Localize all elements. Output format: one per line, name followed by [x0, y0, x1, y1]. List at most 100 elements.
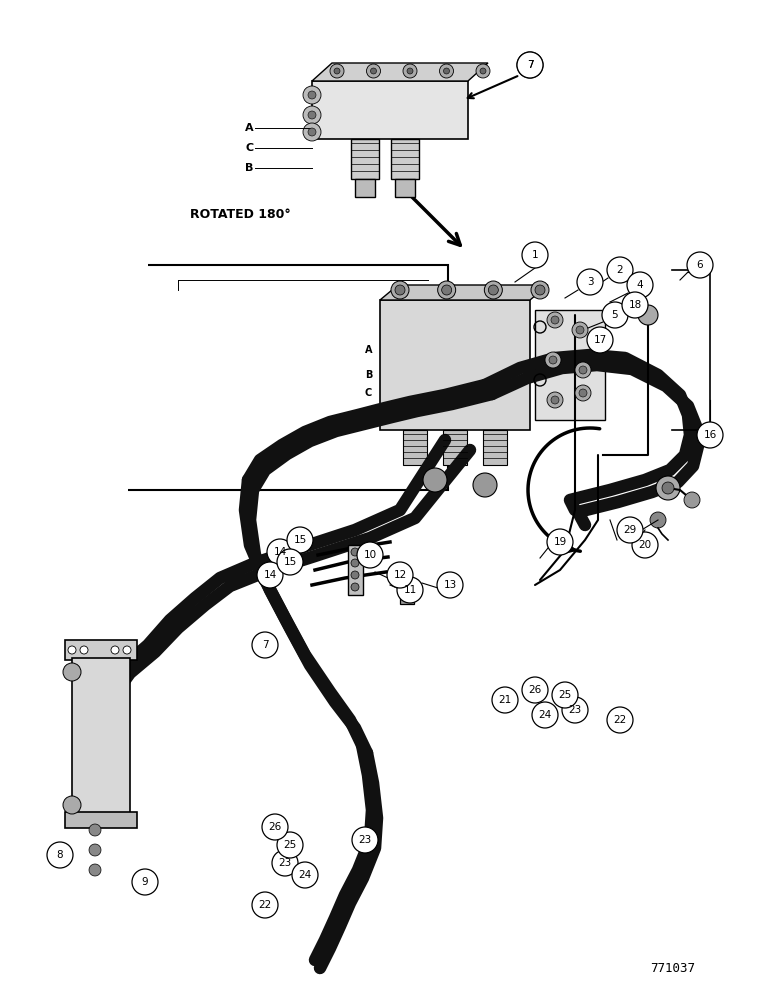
Circle shape: [89, 824, 101, 836]
Text: 10: 10: [364, 550, 377, 560]
Text: A: A: [245, 123, 254, 133]
Text: B: B: [245, 163, 253, 173]
Circle shape: [522, 242, 548, 268]
Circle shape: [607, 257, 633, 283]
Circle shape: [473, 473, 497, 497]
Circle shape: [517, 52, 543, 78]
Circle shape: [551, 396, 559, 404]
Text: 26: 26: [528, 685, 542, 695]
Circle shape: [262, 814, 288, 840]
Circle shape: [395, 285, 405, 295]
Circle shape: [80, 646, 88, 654]
Circle shape: [551, 316, 559, 324]
Text: 2: 2: [617, 265, 623, 275]
Circle shape: [442, 285, 452, 295]
Text: 11: 11: [404, 585, 417, 595]
Text: 14: 14: [263, 570, 276, 580]
Circle shape: [617, 517, 643, 543]
Circle shape: [687, 252, 713, 278]
Text: 12: 12: [394, 570, 407, 580]
Circle shape: [303, 106, 321, 124]
Text: 15: 15: [283, 557, 296, 567]
Circle shape: [587, 327, 613, 353]
Circle shape: [308, 111, 316, 119]
Circle shape: [357, 542, 383, 568]
Circle shape: [627, 272, 653, 298]
Text: 25: 25: [283, 840, 296, 850]
Circle shape: [662, 482, 674, 494]
Text: 20: 20: [638, 540, 652, 550]
Circle shape: [277, 549, 303, 575]
Circle shape: [545, 352, 561, 368]
Text: 9: 9: [142, 877, 148, 887]
Text: 26: 26: [269, 822, 282, 832]
Circle shape: [656, 476, 680, 500]
Circle shape: [476, 64, 490, 78]
Text: 15: 15: [293, 535, 306, 545]
Circle shape: [272, 850, 298, 876]
Circle shape: [330, 64, 344, 78]
Circle shape: [303, 123, 321, 141]
Polygon shape: [312, 63, 488, 81]
Circle shape: [579, 366, 587, 374]
Circle shape: [287, 527, 313, 553]
Text: 7: 7: [527, 60, 533, 70]
Circle shape: [517, 52, 543, 78]
Circle shape: [484, 281, 503, 299]
Circle shape: [407, 68, 413, 74]
Circle shape: [535, 285, 545, 295]
Text: 3: 3: [587, 277, 594, 287]
Circle shape: [257, 562, 283, 588]
Circle shape: [547, 392, 563, 408]
Circle shape: [89, 864, 101, 876]
Circle shape: [252, 632, 278, 658]
Circle shape: [308, 128, 316, 136]
Circle shape: [532, 702, 558, 728]
Circle shape: [579, 389, 587, 397]
FancyBboxPatch shape: [355, 179, 375, 197]
Text: 22: 22: [259, 900, 272, 910]
Text: 17: 17: [594, 335, 607, 345]
Circle shape: [552, 682, 578, 708]
Circle shape: [572, 322, 588, 338]
Circle shape: [367, 64, 381, 78]
FancyBboxPatch shape: [65, 812, 137, 828]
Text: 7: 7: [527, 60, 533, 70]
Text: 22: 22: [614, 715, 627, 725]
Circle shape: [277, 832, 303, 858]
Text: ROTATED 180°: ROTATED 180°: [190, 209, 291, 222]
Circle shape: [391, 281, 409, 299]
Text: 24: 24: [538, 710, 552, 720]
Text: 5: 5: [611, 310, 618, 320]
FancyBboxPatch shape: [72, 658, 130, 813]
Circle shape: [638, 305, 658, 325]
Circle shape: [547, 529, 573, 555]
Circle shape: [549, 356, 557, 364]
Circle shape: [351, 583, 359, 591]
Circle shape: [576, 326, 584, 334]
Circle shape: [480, 68, 486, 74]
FancyBboxPatch shape: [443, 430, 467, 465]
Circle shape: [439, 64, 453, 78]
Text: 1: 1: [532, 250, 538, 260]
Text: 6: 6: [696, 260, 703, 270]
FancyBboxPatch shape: [380, 300, 530, 430]
Text: 18: 18: [628, 300, 642, 310]
Circle shape: [68, 646, 76, 654]
Circle shape: [602, 302, 628, 328]
Text: 21: 21: [499, 695, 512, 705]
Text: 13: 13: [443, 580, 456, 590]
Circle shape: [632, 532, 658, 558]
Circle shape: [132, 869, 158, 895]
Circle shape: [371, 68, 377, 74]
Text: B: B: [364, 370, 372, 380]
Circle shape: [351, 548, 359, 556]
Circle shape: [334, 68, 340, 74]
FancyBboxPatch shape: [65, 640, 137, 660]
Circle shape: [267, 539, 293, 565]
Circle shape: [650, 512, 666, 528]
Circle shape: [352, 827, 378, 853]
Circle shape: [123, 646, 131, 654]
Circle shape: [111, 646, 119, 654]
Circle shape: [351, 571, 359, 579]
